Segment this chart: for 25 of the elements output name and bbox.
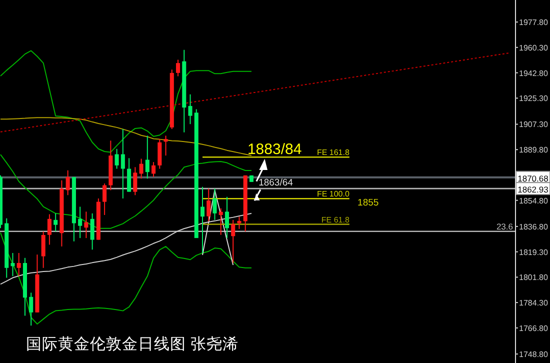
ref-line-label: 1870.68 bbox=[518, 173, 549, 184]
series-label: FE 61.8 bbox=[321, 215, 350, 224]
ref-label: 1870.68 bbox=[516, 170, 550, 184]
annotation: 23.6 bbox=[496, 221, 513, 232]
ref-label: 1862.93 bbox=[516, 182, 550, 196]
y-tick-label: 1960.30 bbox=[519, 43, 549, 52]
y-tick-label: 1889.80 bbox=[519, 146, 549, 155]
title: 国际黄金伦敦金日线图 张尧浠 bbox=[26, 336, 238, 353]
ref-line-label: 1862.93 bbox=[518, 184, 549, 195]
y-tick-label: 1784.30 bbox=[519, 298, 549, 308]
y-tick-label: 1766.80 bbox=[519, 324, 549, 333]
y-tick-label: 1977.80 bbox=[519, 18, 549, 28]
annotation: 1855 bbox=[358, 198, 379, 209]
y-tick-label: 1801.80 bbox=[519, 273, 549, 282]
y-tick-label: 1925.30 bbox=[519, 94, 549, 104]
annotation: 1863/64 bbox=[258, 178, 293, 189]
y-tick-label: 1819.30 bbox=[519, 248, 549, 257]
y-tick-label: 1836.80 bbox=[519, 222, 549, 232]
y-tick-label: 1854.80 bbox=[519, 196, 549, 206]
y-tick-label: 1942.80 bbox=[519, 68, 549, 78]
series-label: FE 161.8 bbox=[316, 148, 350, 158]
series-label: FE 100.0 bbox=[316, 190, 350, 199]
y-tick-label: 1748.80 bbox=[519, 350, 549, 360]
y-tick-label: 1907.30 bbox=[519, 120, 549, 130]
annotation: 1883/84 bbox=[247, 141, 302, 158]
